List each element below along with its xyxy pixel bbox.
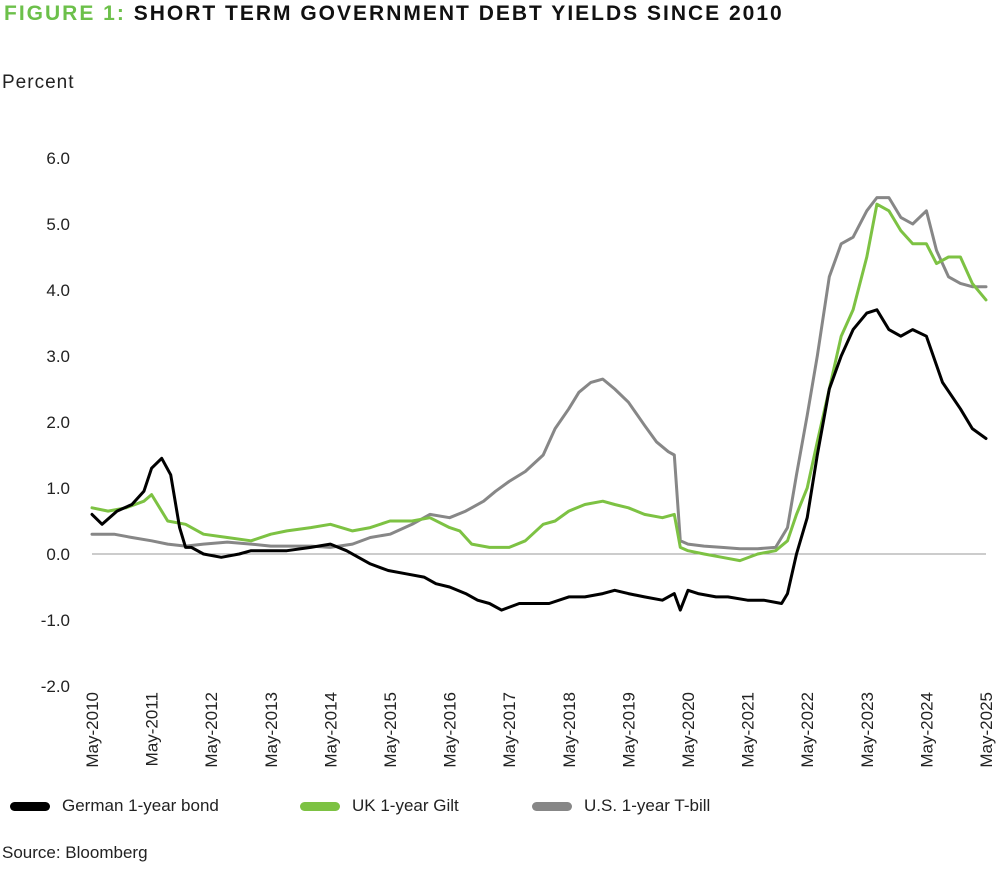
y-tick-label: 6.0 <box>46 149 70 168</box>
x-axis-ticks: May-2010 May-2011 May-2012 May-2013 May-2014… <box>83 692 996 768</box>
x-tick-label: May-2011 <box>143 692 162 766</box>
y-tick-label: 2.0 <box>46 413 70 432</box>
x-tick-label: May-2024 <box>917 692 936 768</box>
legend-swatch-german <box>10 801 50 811</box>
x-tick-label: May-2015 <box>381 692 400 768</box>
y-tick-label: 4.0 <box>46 281 70 300</box>
x-tick-label: May-2017 <box>500 692 519 768</box>
legend-swatch-uk <box>300 801 340 811</box>
legend-label-us: U.S. 1-year T-bill <box>584 796 711 815</box>
legend-label-german: German 1-year bond <box>62 796 219 815</box>
x-tick-label: May-2020 <box>679 692 698 768</box>
series-line-uk-1-year-gilt <box>90 202 988 563</box>
source-note: Source: Bloomberg <box>2 843 148 862</box>
y-tick-label: 0.0 <box>46 545 70 564</box>
figure-title-text: SHORT TERM GOVERNMENT DEBT YIELDS SINCE … <box>133 2 784 25</box>
x-tick-label: May-2022 <box>798 692 817 768</box>
series-line-u-s-1-year-t-bill <box>90 196 988 551</box>
x-tick-label: May-2014 <box>321 692 340 768</box>
series-line-german-1-year-bond <box>90 308 988 612</box>
legend-item-german: German 1-year bond <box>10 796 219 816</box>
y-tick-label: 3.0 <box>46 347 70 366</box>
y-tick-label: -2.0 <box>41 677 70 696</box>
legend-item-uk: UK 1-year Gilt <box>300 796 459 816</box>
x-tick-label: May-2010 <box>83 692 102 768</box>
legend-item-us: U.S. 1-year T-bill <box>532 796 710 816</box>
y-tick-label: 1.0 <box>46 479 70 498</box>
x-tick-label: May-2013 <box>262 692 281 768</box>
figure-title: FIGURE 1: SHORT TERM GOVERNMENT DEBT YIE… <box>4 2 784 26</box>
x-tick-label: May-2018 <box>560 692 579 768</box>
x-tick-label: May-2021 <box>739 692 758 768</box>
y-tick-label: 5.0 <box>46 215 70 234</box>
line-chart: -2.0-1.00.01.02.03.04.05.06.0 May-2010 Ma… <box>41 149 996 768</box>
x-tick-label: May-2016 <box>441 692 460 768</box>
y-axis-label: Percent <box>2 72 75 93</box>
series-lines <box>90 196 988 612</box>
legend-swatch-us <box>532 801 572 811</box>
x-tick-label: May-2012 <box>202 692 221 768</box>
x-tick-label: May-2025 <box>977 692 996 768</box>
x-tick-label: May-2023 <box>858 692 877 768</box>
x-tick-label: May-2019 <box>619 692 638 768</box>
legend: German 1-year bond UK 1-year Gilt U.S. 1… <box>0 796 1000 824</box>
y-tick-label: -1.0 <box>41 611 70 630</box>
legend-label-uk: UK 1-year Gilt <box>352 796 459 815</box>
y-axis-ticks: -2.0 -1.0 0.0 1.0 2.0 3.0 4.0 5.0 6.0 <box>41 149 70 696</box>
figure-title-prefix: FIGURE 1: <box>4 2 126 25</box>
